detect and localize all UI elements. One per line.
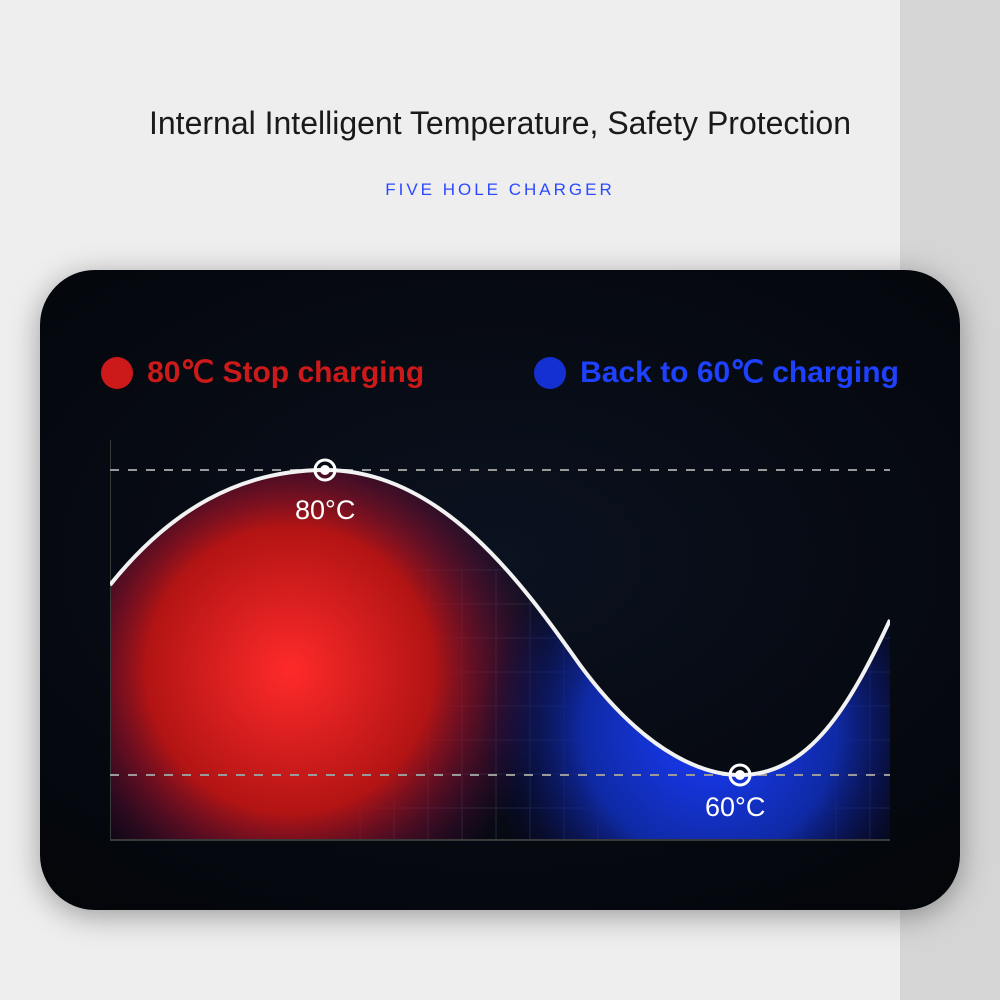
chart-card: 80℃ Stop charging Back to 60℃ charging [40,270,960,910]
chart-fill [110,440,890,860]
page: Internal Intelligent Temperature, Safety… [0,0,1000,1000]
legend-resume: Back to 60℃ charging [534,355,899,390]
legend: 80℃ Stop charging Back to 60℃ charging [40,355,960,390]
legend-resume-label: Back to 60℃ charging [580,355,899,390]
legend-stop: 80℃ Stop charging [101,355,424,390]
page-title: Internal Intelligent Temperature, Safety… [0,105,1000,142]
chart-svg [110,440,890,860]
legend-dot-stop-icon [101,357,133,389]
legend-stop-label: 80℃ Stop charging [147,355,424,390]
page-subtitle: FIVE HOLE CHARGER [0,180,1000,200]
chart-area: 80°C 60°C [110,440,890,860]
peak-label: 80°C [295,495,355,526]
legend-dot-resume-icon [534,357,566,389]
trough-label: 60°C [705,792,765,823]
